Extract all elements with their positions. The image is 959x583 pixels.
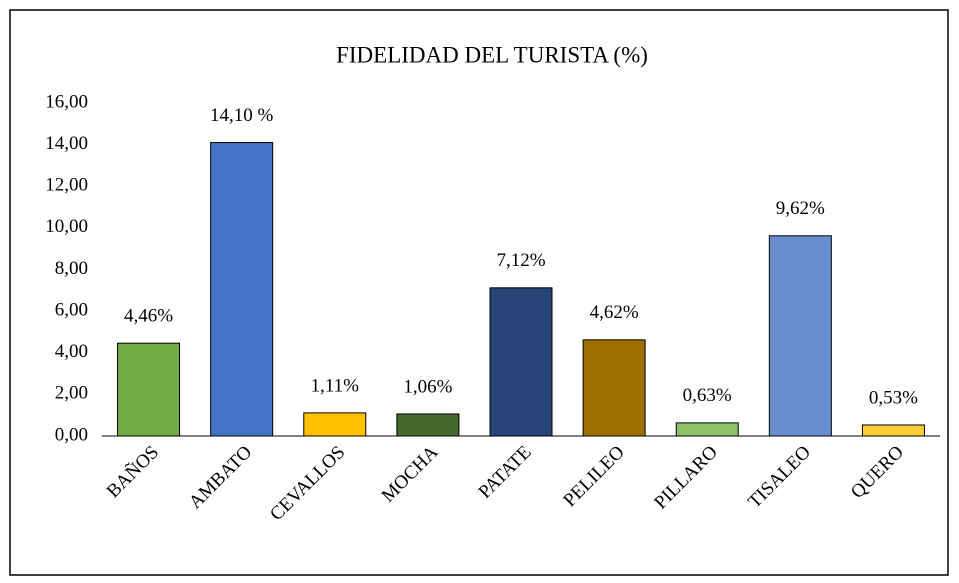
bar xyxy=(210,142,274,437)
y-tick-label: 0,00 xyxy=(55,424,88,445)
data-label: 0,63% xyxy=(683,385,732,406)
y-tick-label: 12,00 xyxy=(45,175,88,196)
bar xyxy=(768,235,832,437)
data-label: 7,12% xyxy=(496,250,545,271)
bar xyxy=(303,412,367,437)
y-tick-label: 6,00 xyxy=(55,299,88,320)
bar xyxy=(117,342,181,437)
bar xyxy=(489,287,553,437)
data-label: 14,10 % xyxy=(210,105,274,126)
bar xyxy=(582,339,646,437)
data-label: 9,62% xyxy=(776,198,825,219)
chart-title: FIDELIDAD DEL TURISTA (%) xyxy=(336,42,648,67)
data-label: 1,06% xyxy=(403,376,452,397)
data-label: 4,62% xyxy=(590,302,639,323)
y-tick-label: 2,00 xyxy=(55,383,88,404)
bar xyxy=(675,422,739,437)
bar xyxy=(396,413,460,437)
data-label: 1,11% xyxy=(311,375,360,396)
data-label: 4,46% xyxy=(124,306,173,327)
y-tick-label: 8,00 xyxy=(55,258,88,279)
data-label: 0,53% xyxy=(869,387,918,408)
bar xyxy=(861,424,925,437)
y-tick-label: 4,00 xyxy=(55,341,88,362)
y-tick-label: 14,00 xyxy=(45,133,88,154)
y-tick-label: 10,00 xyxy=(45,216,88,237)
y-tick-label: 16,00 xyxy=(45,91,88,112)
